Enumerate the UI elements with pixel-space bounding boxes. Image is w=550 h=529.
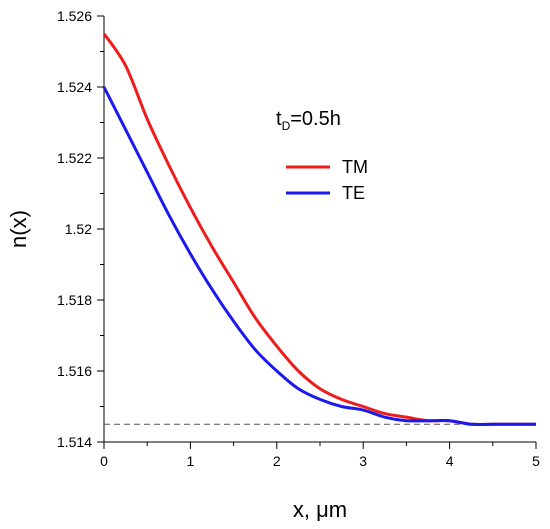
x-tick-label: 1 (187, 453, 195, 469)
annotation-sub: D (282, 119, 291, 133)
series-line-tm (102, 32, 536, 427)
legend-label-te: TE (342, 183, 365, 203)
legend: TM TE (286, 157, 368, 203)
y-tick-label: 1.526 (57, 8, 92, 24)
y-tick-label: 1.52 (65, 221, 92, 237)
y-tick-label: 1.514 (57, 434, 92, 450)
x-axis-title: x, μm (293, 497, 347, 522)
annotation-main: t (276, 108, 282, 130)
x-tick-label: 4 (446, 453, 454, 469)
y-tick-label: 1.518 (57, 292, 92, 308)
x-tick-label: 3 (359, 453, 367, 469)
series-layer (102, 32, 536, 427)
y-tick-label: 1.524 (57, 79, 92, 95)
annotation-td: tD=0.5h (276, 108, 341, 133)
x-tick-label: 0 (100, 453, 108, 469)
x-tick-label: 5 (532, 453, 540, 469)
legend-label-tm: TM (342, 157, 368, 177)
y-tick-label: 1.522 (57, 150, 92, 166)
annotation-rest: =0.5h (290, 108, 341, 130)
y-tick-label: 1.516 (57, 363, 92, 379)
x-tick-label: 2 (273, 453, 281, 469)
series-line-te (102, 86, 536, 427)
tick-layer: 0 1 2 3 4 5 1.514 1.516 1.518 1.52 1.522 1.524 1.526 (57, 8, 540, 469)
y-axis-title: n(x) (6, 210, 31, 248)
plot-frame (103, 16, 536, 443)
